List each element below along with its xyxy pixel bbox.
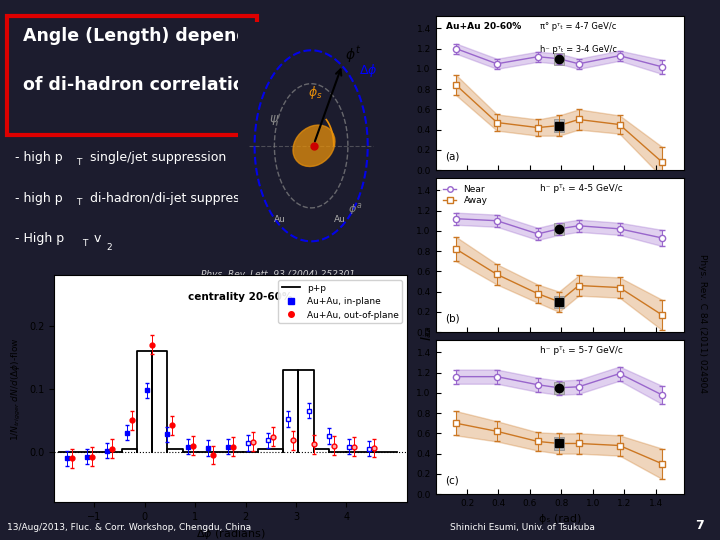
Text: single/jet suppression: single/jet suppression: [86, 151, 226, 164]
Text: $\phi^a$: $\phi^a$: [348, 201, 362, 218]
Bar: [554, 382, 564, 394]
Text: T: T: [76, 198, 82, 207]
Text: Iₐₐ: Iₐₐ: [419, 325, 433, 340]
Legend: Near, Away: Near, Away: [440, 183, 490, 208]
Text: of di-hadron correlation: of di-hadron correlation: [23, 76, 258, 93]
Text: (a): (a): [446, 151, 460, 161]
FancyBboxPatch shape: [7, 16, 257, 135]
Text: 7: 7: [695, 519, 703, 532]
Text: - high p: - high p: [15, 192, 63, 205]
Bar: [554, 52, 564, 65]
Text: - High p: - High p: [15, 232, 64, 245]
Text: (b): (b): [446, 313, 460, 323]
Text: Au: Au: [334, 215, 346, 224]
Text: centrality 20-60%: centrality 20-60%: [188, 292, 292, 302]
Text: $\phi_s$: $\phi_s$: [308, 84, 323, 101]
Text: T: T: [82, 239, 87, 248]
Bar: [554, 119, 564, 132]
Ellipse shape: [293, 125, 335, 166]
Text: T: T: [76, 158, 82, 167]
Text: $\psi$: $\psi$: [269, 113, 279, 127]
Text: Au+Au 20-60%: Au+Au 20-60%: [446, 22, 521, 31]
Text: 13/Aug/2013, Fluc. & Corr. Workshop, Chengdu, China: 13/Aug/2013, Fluc. & Corr. Workshop, Che…: [7, 523, 251, 532]
Text: (c): (c): [446, 475, 459, 485]
Bar: [554, 437, 564, 449]
Text: h⁻ pᵀₜ = 3-4 GeV/c: h⁻ pᵀₜ = 3-4 GeV/c: [540, 45, 617, 55]
Text: v: v: [90, 232, 102, 245]
Legend: p+p, Au+Au, in-plane, Au+Au, out-of-plane: p+p, Au+Au, in-plane, Au+Au, out-of-plan…: [278, 280, 402, 323]
Text: h⁻ pᵀₜ = 5-7 GeV/c: h⁻ pᵀₜ = 5-7 GeV/c: [540, 346, 623, 355]
Text: $\Delta\phi$: $\Delta\phi$: [359, 62, 377, 79]
Text: 2: 2: [106, 243, 112, 252]
X-axis label: $\Delta\phi$ (radians): $\Delta\phi$ (radians): [196, 528, 265, 540]
Bar: [554, 222, 564, 235]
Bar: [554, 296, 564, 308]
Text: - high p: - high p: [15, 151, 63, 164]
Text: h⁻ pᵀₜ = 4-5 GeV/c: h⁻ pᵀₜ = 4-5 GeV/c: [540, 184, 623, 193]
Text: $\phi^t$: $\phi^t$: [345, 45, 361, 65]
Text: π° pᵀₜ = 4-7 GeV/c: π° pᵀₜ = 4-7 GeV/c: [540, 22, 616, 31]
Y-axis label: $1/N_{trigger}$ $dN/d(\Delta\phi)$-flow: $1/N_{trigger}$ $dN/d(\Delta\phi)$-flow: [10, 337, 23, 441]
Text: Au: Au: [274, 215, 287, 224]
Text: Angle (Length) dependence: Angle (Length) dependence: [23, 27, 295, 45]
X-axis label: ϕₛ (rad): ϕₛ (rad): [539, 514, 581, 523]
Text: Phys. Rev. C 84 (2011) 024904: Phys. Rev. C 84 (2011) 024904: [698, 254, 707, 394]
Text: di-hadron/di-jet suppression: di-hadron/di-jet suppression: [86, 192, 265, 205]
Text: Phys. Rev. Lett. 93 (2004) 252301: Phys. Rev. Lett. 93 (2004) 252301: [201, 270, 355, 279]
Text: Shinichi Esumi, Univ. of Tsukuba: Shinichi Esumi, Univ. of Tsukuba: [450, 523, 595, 532]
